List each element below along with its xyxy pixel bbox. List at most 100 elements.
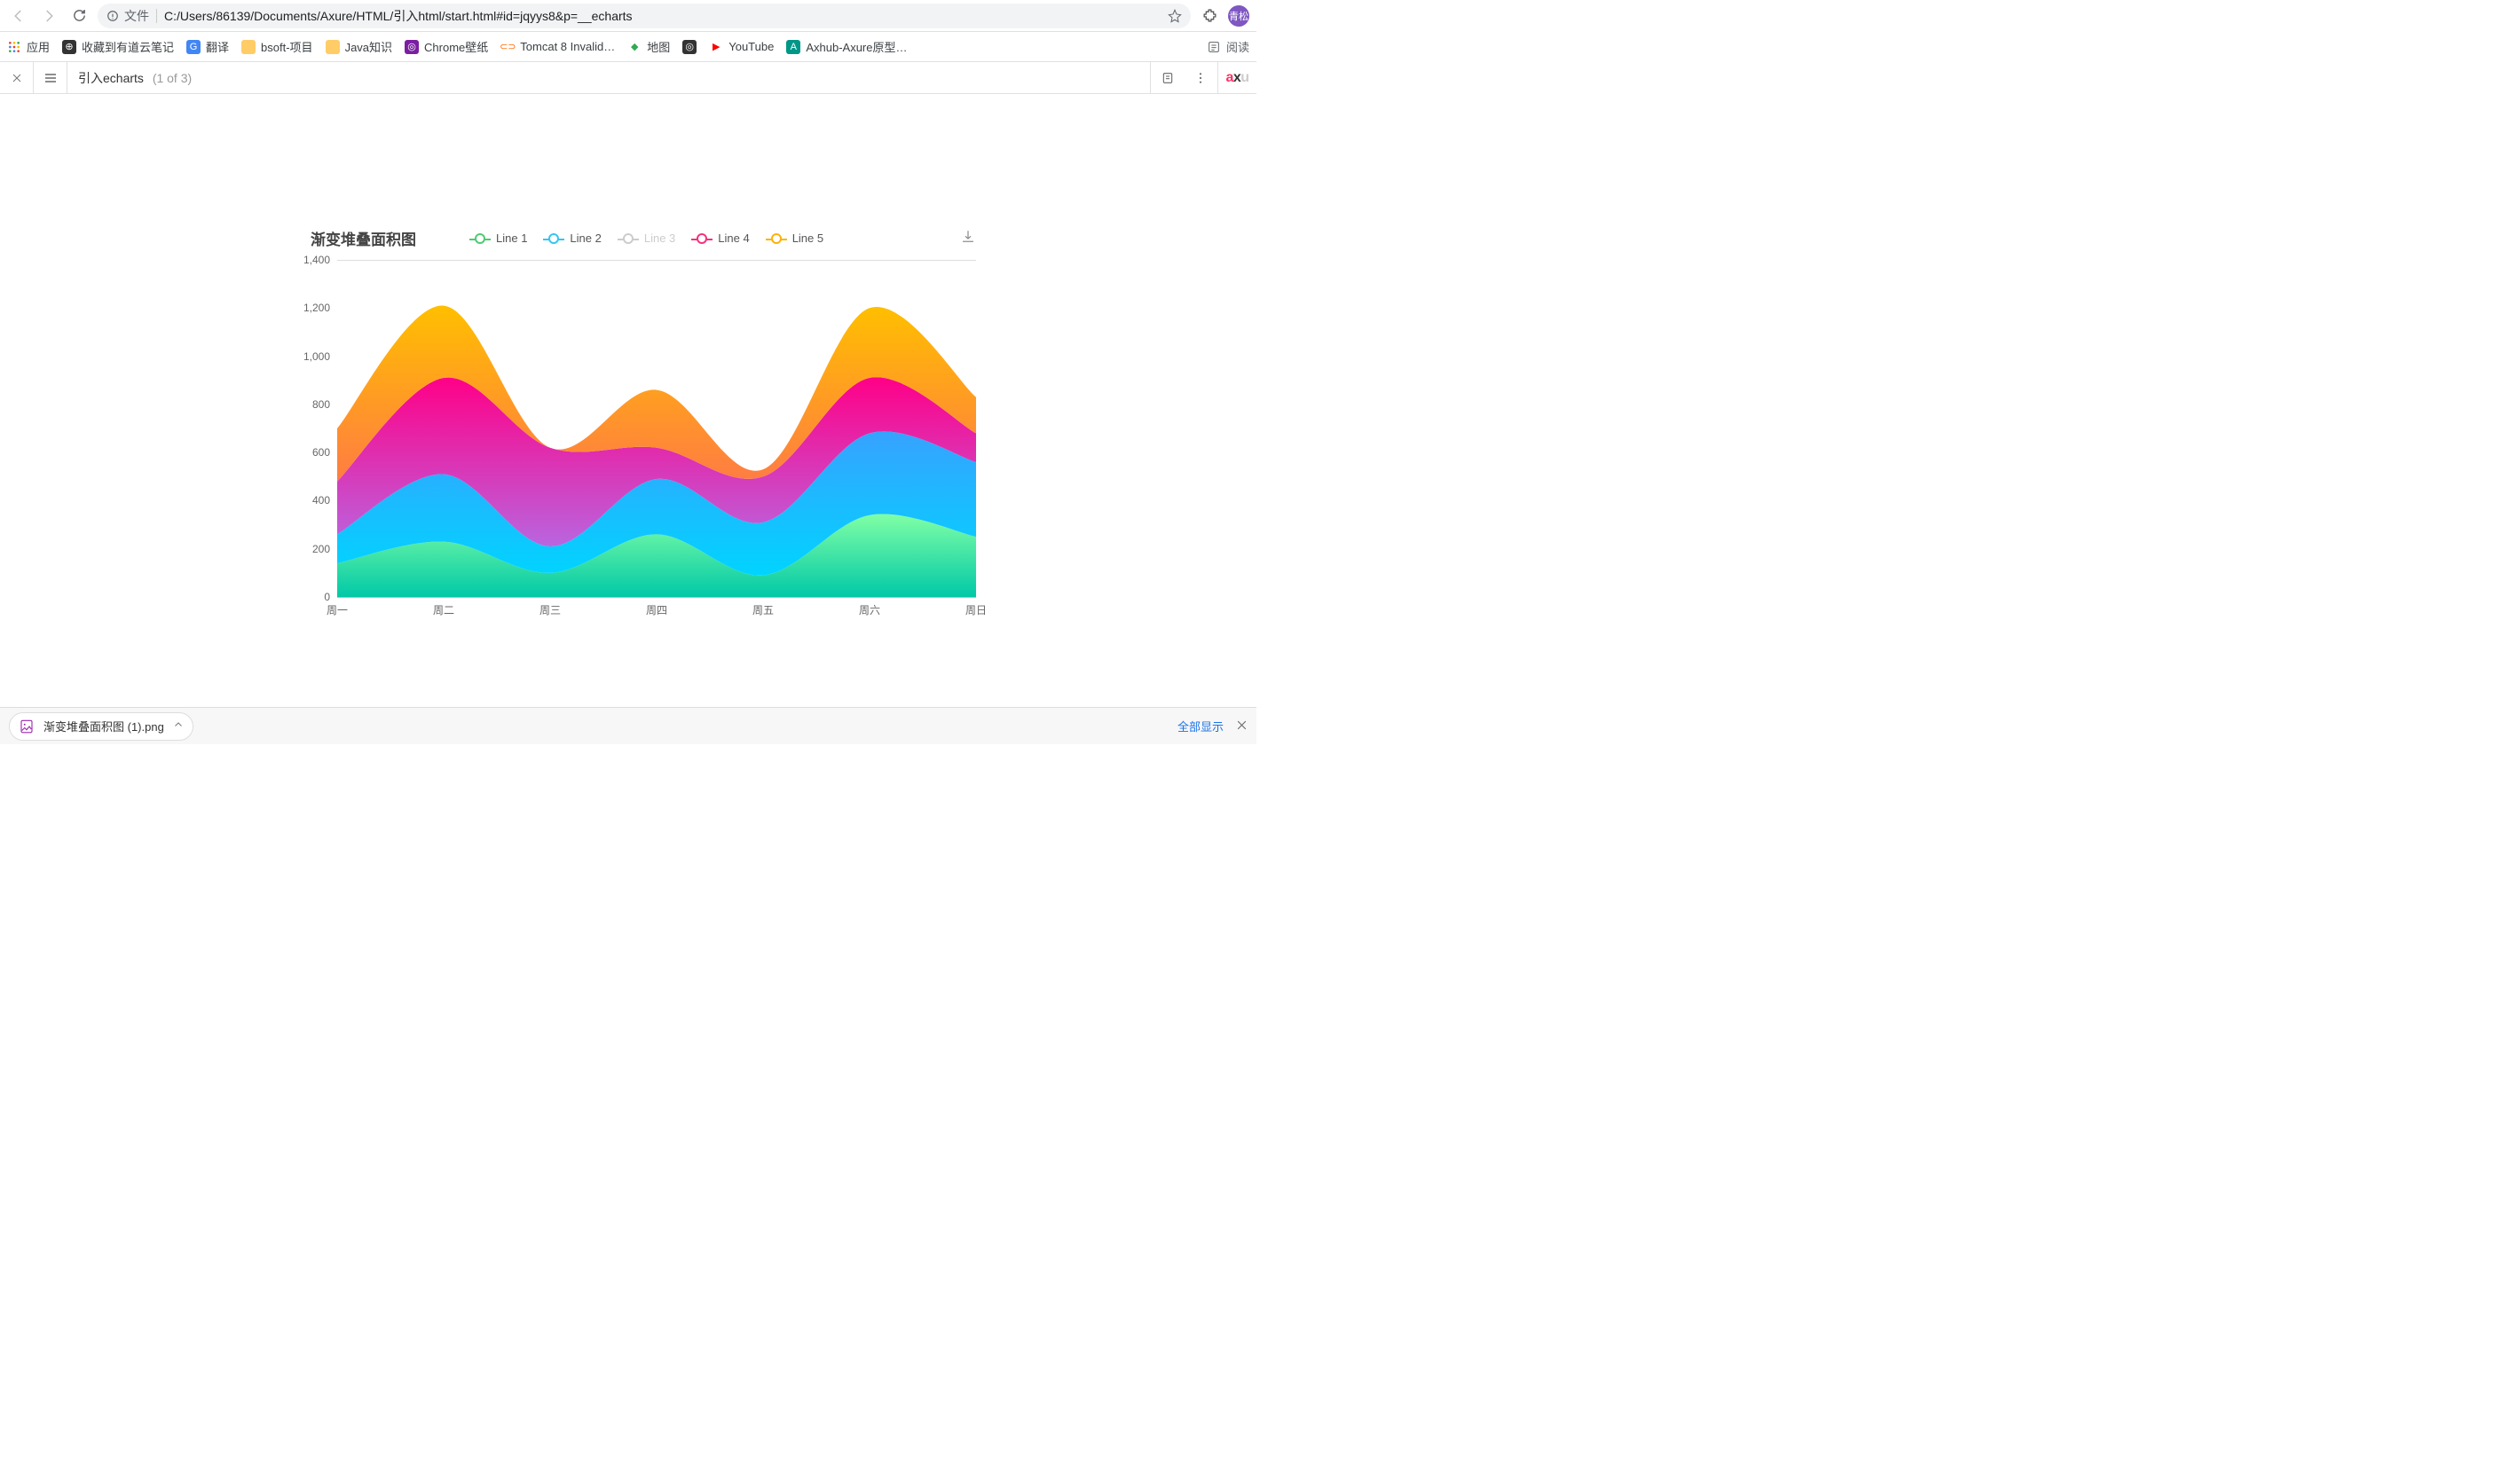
address-bar[interactable]: 文件 C:/Users/86139/Documents/Axure/HTML/引… bbox=[98, 4, 1191, 28]
download-item[interactable]: 渐变堆叠面积图 (1).png bbox=[9, 712, 193, 741]
bookmarks-bar: 应用 ⊕ 收藏到有道云笔记 G 翻译 bsoft-项目 Java知识 ◎ Chrome壁纸 ⊂⊃… bbox=[0, 32, 1256, 62]
bookmark-item[interactable]: ⊂⊃ Tomcat 8 Invalid… bbox=[500, 38, 615, 55]
avatar-text: 青松 bbox=[1229, 9, 1248, 23]
forward-button[interactable] bbox=[37, 4, 60, 27]
apps-button[interactable]: 应用 bbox=[7, 38, 50, 55]
bookmark-icon: A bbox=[786, 40, 800, 54]
x-tick-label: 周日 bbox=[965, 602, 987, 617]
axure-notes-button[interactable] bbox=[1150, 62, 1184, 93]
reader-label: 阅读 bbox=[1226, 38, 1249, 55]
bookmark-icon: ▶ bbox=[709, 40, 723, 54]
bookmark-label: Axhub-Axure原型… bbox=[806, 38, 907, 55]
bookmark-item[interactable]: Java知识 bbox=[326, 38, 392, 55]
star-icon[interactable] bbox=[1168, 9, 1182, 23]
axure-close-button[interactable] bbox=[0, 62, 34, 93]
axure-count: (1 of 3) bbox=[153, 71, 192, 85]
chart-legend: Line 1 Line 2 Line 3 Line 4 Line 5 bbox=[469, 232, 823, 245]
y-tick-label: 1,400 bbox=[303, 254, 330, 266]
legend-label: Line 2 bbox=[570, 232, 601, 245]
file-chip: 文件 bbox=[106, 7, 149, 25]
bookmark-icon: ◆ bbox=[627, 40, 642, 54]
bookmark-label: Java知识 bbox=[345, 38, 392, 55]
addr-sep bbox=[156, 9, 157, 23]
x-tick-label: 周二 bbox=[433, 602, 454, 617]
bookmark-icon: ⊂⊃ bbox=[500, 40, 515, 54]
axure-title-text: 引入echarts bbox=[78, 71, 144, 85]
bookmark-icon bbox=[241, 40, 256, 54]
legend-item[interactable]: Line 1 bbox=[469, 232, 527, 245]
apps-label: 应用 bbox=[27, 38, 50, 55]
legend-swatch bbox=[618, 233, 639, 244]
legend-swatch bbox=[691, 233, 713, 244]
y-tick-label: 1,200 bbox=[303, 302, 330, 314]
download-icon[interactable] bbox=[960, 229, 976, 247]
bookmark-item[interactable]: G 翻译 bbox=[186, 38, 229, 55]
bookmark-item[interactable]: A Axhub-Axure原型… bbox=[786, 38, 907, 55]
x-tick-label: 周一 bbox=[327, 602, 348, 617]
reload-button[interactable] bbox=[67, 4, 91, 27]
axure-menu-button[interactable] bbox=[34, 62, 67, 93]
y-tick-label: 200 bbox=[312, 543, 330, 555]
x-tick-label: 周五 bbox=[752, 602, 774, 617]
y-tick-label: 1,000 bbox=[303, 350, 330, 363]
bookmark-label: 地图 bbox=[647, 38, 670, 55]
bookmark-item[interactable]: ▶ YouTube bbox=[709, 38, 774, 55]
y-tick-label: 800 bbox=[312, 398, 330, 411]
close-shelf-button[interactable] bbox=[1236, 719, 1248, 734]
url-text: C:/Users/86139/Documents/Axure/HTML/引入ht… bbox=[164, 7, 1161, 25]
legend-item[interactable]: Line 5 bbox=[766, 232, 823, 245]
bookmark-icon: ◎ bbox=[682, 40, 697, 54]
chevron-up-icon bbox=[173, 719, 184, 733]
legend-swatch bbox=[766, 233, 787, 244]
bookmark-label: YouTube bbox=[728, 40, 774, 53]
chart-title: 渐变堆叠面积图 bbox=[311, 227, 416, 249]
bookmark-icon: G bbox=[186, 40, 201, 54]
show-all-downloads[interactable]: 全部显示 bbox=[1177, 718, 1224, 734]
x-tick-label: 周三 bbox=[539, 602, 561, 617]
bookmark-label: 翻译 bbox=[206, 38, 229, 55]
axure-toolbar: 引入echarts (1 of 3) axu bbox=[0, 62, 1256, 94]
reader-button[interactable]: 阅读 bbox=[1207, 38, 1249, 55]
profile-avatar[interactable]: 青松 bbox=[1228, 5, 1249, 27]
apps-icon bbox=[7, 40, 21, 54]
bookmark-item[interactable]: ◆ 地图 bbox=[627, 38, 670, 55]
legend-item[interactable]: Line 3 bbox=[618, 232, 675, 245]
bookmark-label: Chrome壁纸 bbox=[424, 38, 488, 55]
download-filename: 渐变堆叠面积图 (1).png bbox=[43, 718, 164, 734]
browser-nav: 文件 C:/Users/86139/Documents/Axure/HTML/引… bbox=[0, 0, 1256, 32]
back-button[interactable] bbox=[7, 4, 30, 27]
chart-plot: 02004006008001,0001,2001,400周一周二周三周四周五周六… bbox=[337, 260, 976, 597]
legend-swatch bbox=[543, 233, 564, 244]
x-tick-label: 周六 bbox=[859, 602, 880, 617]
file-chip-label: 文件 bbox=[124, 7, 149, 25]
y-tick-label: 400 bbox=[312, 494, 330, 506]
legend-item[interactable]: Line 4 bbox=[691, 232, 749, 245]
download-shelf: 渐变堆叠面积图 (1).png 全部显示 bbox=[0, 707, 1256, 744]
bookmark-label: 收藏到有道云笔记 bbox=[82, 38, 174, 55]
bookmark-item[interactable]: ⊕ 收藏到有道云笔记 bbox=[62, 38, 174, 55]
bookmark-label: bsoft-项目 bbox=[261, 38, 313, 55]
bookmark-item[interactable]: bsoft-项目 bbox=[241, 38, 313, 55]
bookmark-icon bbox=[326, 40, 340, 54]
bookmark-label: Tomcat 8 Invalid… bbox=[520, 40, 615, 53]
bookmark-icon: ⊕ bbox=[62, 40, 76, 54]
chart-container: 渐变堆叠面积图 Line 1 Line 2 Line 3 Line 4 Line 5 0… bbox=[311, 227, 976, 597]
axure-logo[interactable]: axu bbox=[1217, 62, 1256, 93]
x-tick-label: 周四 bbox=[646, 602, 667, 617]
y-tick-label: 600 bbox=[312, 446, 330, 459]
bookmark-icon: ◎ bbox=[405, 40, 419, 54]
legend-label: Line 5 bbox=[792, 232, 823, 245]
legend-label: Line 4 bbox=[718, 232, 749, 245]
y-tick-label: 0 bbox=[324, 591, 330, 603]
extensions-button[interactable] bbox=[1198, 4, 1221, 27]
legend-label: Line 1 bbox=[496, 232, 527, 245]
bookmark-item[interactable]: ◎ bbox=[682, 38, 697, 55]
axure-page-title: 引入echarts (1 of 3) bbox=[67, 69, 202, 87]
legend-swatch bbox=[469, 233, 491, 244]
legend-item[interactable]: Line 2 bbox=[543, 232, 601, 245]
axure-more-button[interactable] bbox=[1184, 62, 1217, 93]
bookmark-item[interactable]: ◎ Chrome壁纸 bbox=[405, 38, 488, 55]
legend-label: Line 3 bbox=[644, 232, 675, 245]
page-stage: 渐变堆叠面积图 Line 1 Line 2 Line 3 Line 4 Line 5 0… bbox=[0, 94, 1256, 707]
file-icon bbox=[19, 718, 35, 734]
